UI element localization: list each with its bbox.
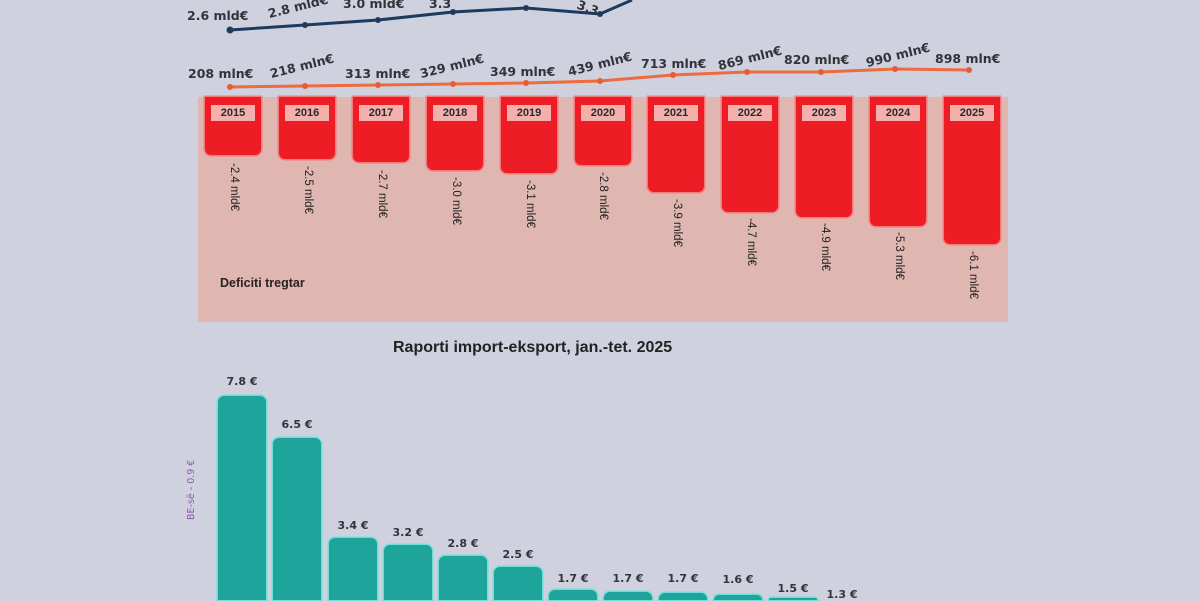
ratio-value: 3.2 € xyxy=(392,526,424,539)
deficit-year: 2021 xyxy=(654,105,698,121)
export-label: 713 mln€ xyxy=(641,56,707,71)
deficit-year: 2019 xyxy=(507,105,551,121)
ratio-value: 2.5 € xyxy=(502,548,534,561)
deficit-bar-2025: 2025 xyxy=(944,97,1000,244)
deficit-year: 2016 xyxy=(285,105,329,121)
ratio-bar xyxy=(439,556,487,600)
deficit-bar-2015: 2015 xyxy=(205,97,261,155)
import-line-markers xyxy=(226,5,603,34)
ratio-value: 1.3 € xyxy=(826,588,858,601)
ratio-value: 1.7 € xyxy=(612,572,644,585)
ratio-value: 6.5 € xyxy=(281,418,313,431)
ratio-value: 1.7 € xyxy=(667,572,699,585)
ratio-bar xyxy=(714,595,762,600)
export-label: 208 mln€ xyxy=(188,66,254,81)
ratio-value: 1.7 € xyxy=(557,572,589,585)
ratio-bar xyxy=(494,567,542,600)
ratio-bar xyxy=(549,590,597,600)
deficit-bar-2022: 2022 xyxy=(722,97,778,212)
export-label: 898 mln€ xyxy=(935,51,1001,66)
deficit-year: 2020 xyxy=(581,105,625,121)
ratio-value: 1.6 € xyxy=(722,573,754,586)
ratio-value: 2.8 € xyxy=(447,537,479,550)
ratio-bar xyxy=(604,592,652,600)
import-label: 2.6 mld€ xyxy=(187,8,249,23)
deficit-year: 2023 xyxy=(802,105,846,121)
trade-lines-chart xyxy=(226,0,972,90)
export-label: 313 mln€ xyxy=(345,66,411,81)
ratio-bar xyxy=(384,545,432,600)
ratio-chart-title: Raporti import-eksport, jan.-tet. 2025 xyxy=(393,339,673,356)
export-label: 349 mln€ xyxy=(490,64,556,79)
export-line-markers xyxy=(227,66,972,90)
deficit-bar-2023: 2023 xyxy=(796,97,852,217)
deficit-year: 2018 xyxy=(433,105,477,121)
deficit-year: 2025 xyxy=(950,105,994,121)
ratio-bar xyxy=(659,593,707,600)
deficit-year: 2017 xyxy=(359,105,403,121)
deficit-title: Deficiti tregtar xyxy=(220,276,305,290)
export-label: 820 mln€ xyxy=(784,52,850,67)
deficit-year: 2024 xyxy=(876,105,920,121)
import-label: 3.3 xyxy=(429,0,452,11)
ratio-bar xyxy=(329,538,377,600)
ratio-bar xyxy=(769,598,817,600)
ratio-bar xyxy=(273,438,321,600)
import-label: 3.0 mld€ xyxy=(343,0,405,11)
deficit-bar-2021: 2021 xyxy=(648,97,704,192)
ratio-value: 1.5 € xyxy=(777,582,809,595)
deficit-bar-2024: 2024 xyxy=(870,97,926,226)
ratio-value: 3.4 € xyxy=(337,519,369,532)
deficit-bar-2018: 2018 xyxy=(427,97,483,170)
deficit-bar-2017: 2017 xyxy=(353,97,409,162)
ratio-bar xyxy=(218,396,266,600)
ratio-value: 7.8 € xyxy=(226,375,258,388)
deficit-bar-2020: 2020 xyxy=(575,97,631,165)
deficit-bar-2016: 2016 xyxy=(279,97,335,159)
deficit-year: 2015 xyxy=(211,105,255,121)
deficit-bar-2019: 2019 xyxy=(501,97,557,173)
deficit-year: 2022 xyxy=(728,105,772,121)
